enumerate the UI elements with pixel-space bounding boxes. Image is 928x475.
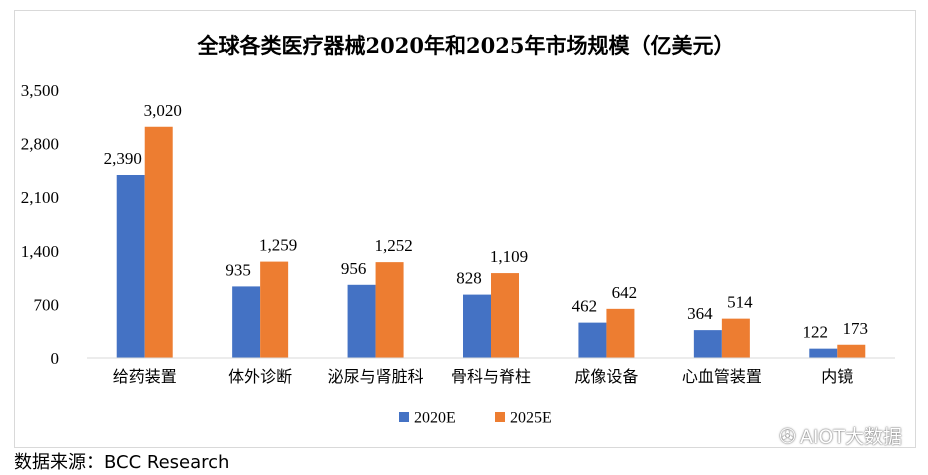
x-tick-label: 给药装置 bbox=[113, 367, 177, 386]
bar-2025E-6 bbox=[837, 344, 866, 358]
bar-2025E-5 bbox=[721, 318, 750, 358]
data-label: 514 bbox=[727, 293, 753, 312]
watermark-text: AIOT大数据 bbox=[799, 426, 902, 448]
chart-frame: 全球各类医疗器械2020年和2025年市场规模（亿美元） 0 700 1,400 2,… bbox=[14, 10, 916, 448]
x-tick-label: 心血管装置 bbox=[682, 367, 762, 386]
bar-2020E-6 bbox=[809, 348, 838, 358]
y-tick-label: 700 bbox=[34, 295, 60, 314]
data-label: 1,252 bbox=[374, 236, 412, 255]
data-label: 828 bbox=[456, 269, 482, 288]
data-label: 2,390 bbox=[104, 149, 142, 168]
data-label: 462 bbox=[572, 297, 598, 316]
bar-2020E-4 bbox=[578, 322, 607, 358]
data-labels: 2,390 3,020 935 1,259 956 1,252 828 1,109 462 642… bbox=[104, 101, 868, 342]
data-label: 642 bbox=[612, 283, 638, 302]
bar-2025E-4 bbox=[606, 308, 635, 358]
wechat-icon: ✇ bbox=[779, 423, 796, 448]
bar-2025E-3 bbox=[491, 273, 519, 358]
bar-2025E-1 bbox=[260, 261, 289, 358]
legend-label: 2020E bbox=[414, 410, 456, 427]
bar-2020E-1 bbox=[232, 286, 261, 358]
bar-2025E-2 bbox=[375, 262, 404, 358]
bar-2020E-2 bbox=[347, 284, 376, 358]
y-axis: 0 700 1,400 2,100 2,800 3,500 bbox=[21, 81, 59, 368]
bar-chart: 全球各类医疗器械2020年和2025年市场规模（亿美元） 0 700 1,400 2,… bbox=[21, 33, 895, 427]
watermark: ✇ AIOT大数据 bbox=[779, 422, 902, 449]
x-tick-label: 成像设备 bbox=[574, 367, 638, 386]
y-tick-label: 0 bbox=[51, 349, 60, 368]
legend-label: 2025E bbox=[510, 410, 552, 427]
data-label: 935 bbox=[225, 260, 251, 279]
y-tick-label: 3,500 bbox=[21, 81, 59, 100]
legend-swatch-2025E bbox=[495, 412, 505, 422]
data-label: 364 bbox=[687, 304, 713, 323]
y-tick-label: 2,800 bbox=[21, 135, 59, 154]
bar-2020E-0 bbox=[116, 174, 145, 358]
x-tick-label: 泌尿与肾脏科 bbox=[328, 367, 424, 386]
data-label: 122 bbox=[803, 323, 829, 342]
data-label: 1,259 bbox=[259, 236, 297, 255]
y-tick-label: 2,100 bbox=[21, 188, 59, 207]
x-axis: 给药装置 体外诊断 泌尿与肾脏科 骨科与脊柱 成像设备 心血管装置 内镜 bbox=[113, 367, 854, 386]
data-label: 1,109 bbox=[490, 247, 528, 266]
bar-2020E-3 bbox=[463, 294, 491, 358]
bars bbox=[116, 126, 866, 358]
x-tick-label: 体外诊断 bbox=[228, 367, 292, 386]
x-tick-label: 内镜 bbox=[821, 367, 853, 386]
source-note: 数据来源：BCC Research bbox=[14, 452, 230, 473]
y-tick-label: 1,400 bbox=[21, 242, 59, 261]
data-label: 956 bbox=[341, 259, 367, 278]
bar-2020E-5 bbox=[693, 330, 722, 358]
chart-title: 全球各类医疗器械2020年和2025年市场规模（亿美元） bbox=[197, 33, 735, 58]
data-label: 3,020 bbox=[144, 101, 182, 120]
bar-2025E-0 bbox=[144, 126, 173, 358]
legend-swatch-2020E bbox=[399, 412, 409, 422]
x-tick-label: 骨科与脊柱 bbox=[451, 367, 531, 386]
data-label: 173 bbox=[843, 319, 869, 338]
legend: 2020E 2025E bbox=[399, 410, 552, 427]
